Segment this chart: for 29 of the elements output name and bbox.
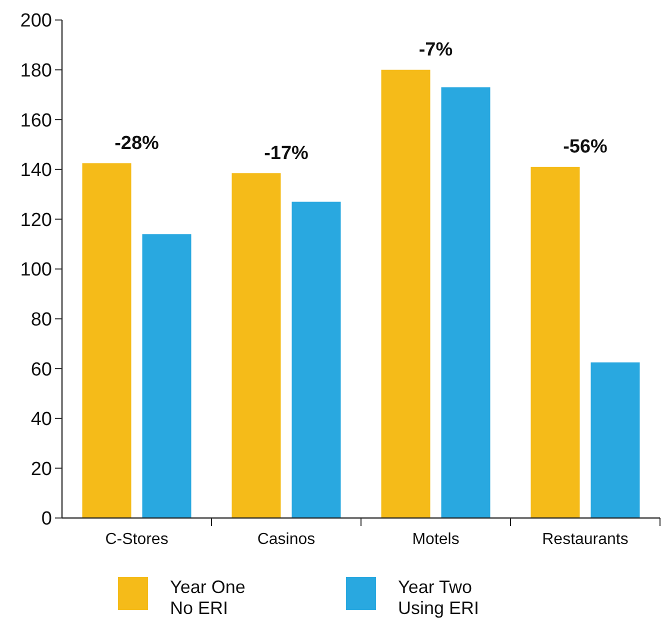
y-tick-label: 180 [20, 60, 52, 82]
x-tick-label: Motels [412, 531, 460, 548]
bar [292, 202, 341, 518]
y-tick-label: 60 [30, 359, 52, 380]
bar [441, 87, 490, 518]
bar [232, 173, 281, 518]
bar [82, 163, 132, 518]
y-tick-label: 200 [20, 10, 52, 32]
annotation: -17% [264, 142, 309, 164]
legend-label: Year One No ERI [170, 577, 246, 618]
y-tick-label: 160 [20, 110, 52, 132]
bar [590, 362, 640, 518]
y-tick-label: 20 [30, 458, 52, 480]
legend-label: Year Two Using ERI [398, 577, 480, 618]
bar [142, 234, 192, 518]
y-tick-label: 100 [20, 260, 52, 281]
x-tick-label: C-Stores [105, 531, 168, 548]
x-tick-label: Restaurants [542, 531, 628, 548]
annotation: -28% [114, 132, 160, 154]
bar [530, 166, 580, 518]
y-tick-label: 140 [20, 160, 52, 182]
y-tick-label: 40 [30, 409, 52, 430]
y-tick-label: 0 [41, 508, 52, 530]
annotation: -7% [418, 39, 453, 60]
y-tick-label: 120 [20, 210, 52, 231]
x-tick-label: Casinos [257, 531, 316, 548]
bar [381, 70, 430, 518]
annotation: -56% [563, 136, 608, 158]
y-tick-label: 80 [30, 309, 52, 330]
